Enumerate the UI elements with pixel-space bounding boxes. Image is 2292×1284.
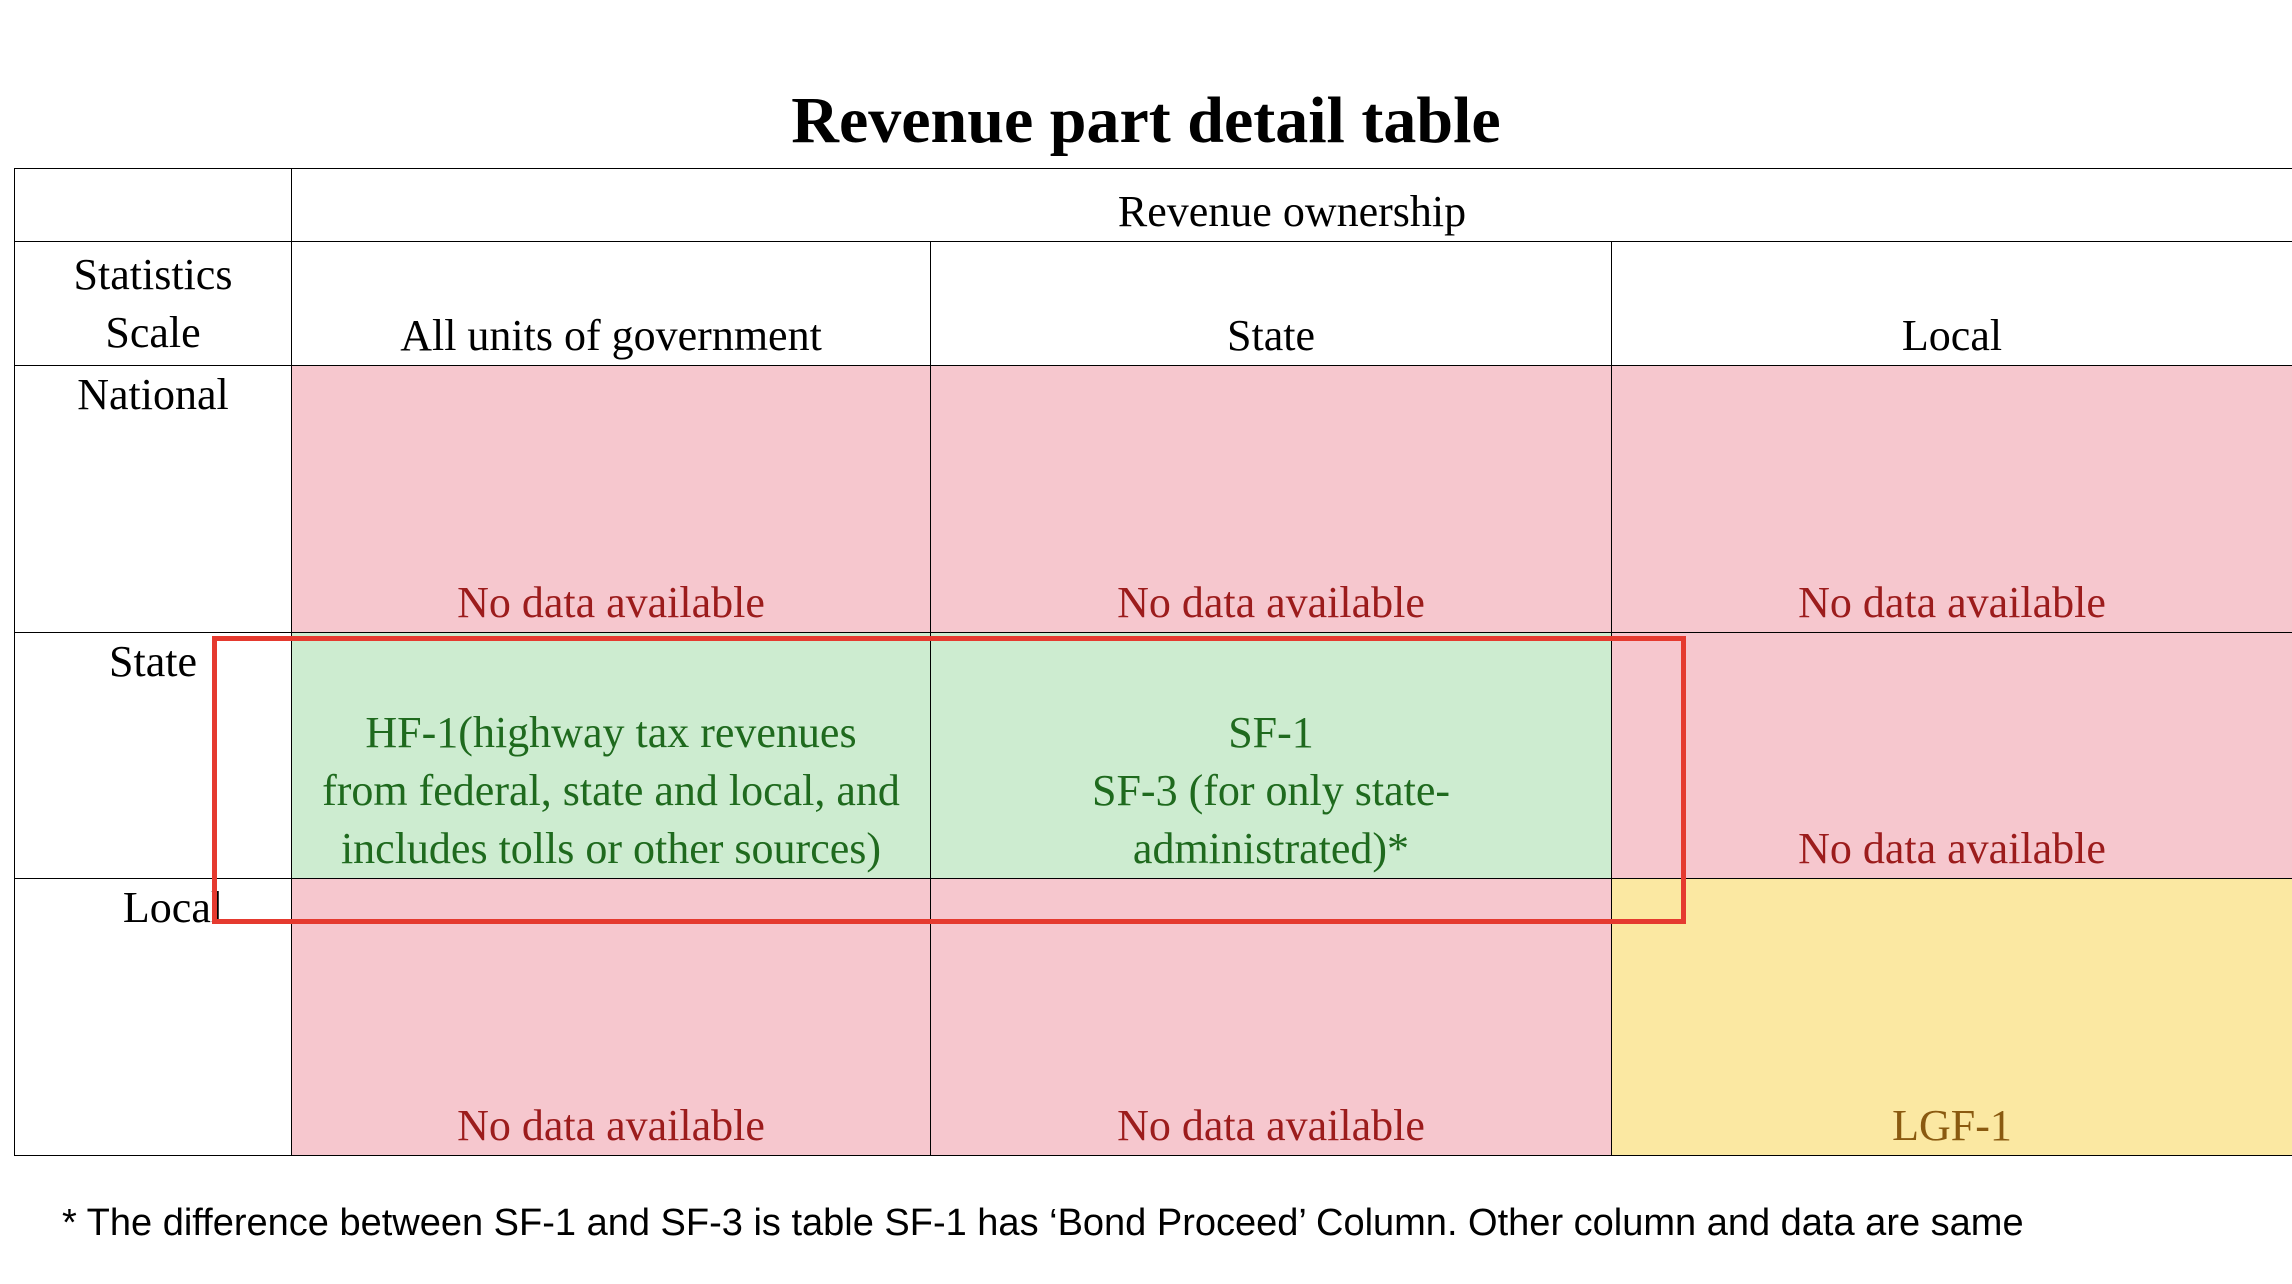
page-title: Revenue part detail table: [791, 84, 1501, 157]
cell-national-state: No data available: [930, 365, 1612, 633]
cell-local-local: LGF-1: [1610, 878, 2292, 1156]
cell-state-state: SF-1 SF-3 (for only state- administrated…: [930, 632, 1612, 879]
row-label-national: National: [14, 365, 292, 633]
revenue-detail-table: Revenue ownership Statistics Scale All u…: [14, 168, 2292, 1156]
footnote: * The difference between SF-1 and SF-3 i…: [62, 1202, 2024, 1244]
table-row-ownership: Revenue ownership: [14, 168, 2292, 242]
cell-state-all-units: HF-1(highway tax revenues from federal, …: [291, 632, 931, 879]
column-header-local: Local: [1610, 241, 2292, 366]
statistics-scale-header: Statistics Scale: [14, 241, 292, 366]
column-header-all-units: All units of government: [291, 241, 931, 366]
row-label-local: Local: [14, 878, 292, 1156]
table-row-column-headers: Statistics Scale All units of government…: [14, 241, 2292, 366]
cell-national-local: No data available: [1610, 365, 2292, 633]
cell-national-all-units: No data available: [291, 365, 931, 633]
table-row-local: Local No data available No data availabl…: [14, 878, 2292, 1156]
cell-local-all-units: No data available: [291, 878, 931, 1156]
cell-local-state: No data available: [930, 878, 1612, 1156]
revenue-ownership-header: Revenue ownership: [290, 168, 2292, 242]
row-label-state: State: [14, 632, 292, 879]
table-row-state: State HF-1(highway tax revenues from fed…: [14, 632, 2292, 879]
table-row-national: National No data available No data avail…: [14, 365, 2292, 633]
corner-cell: [14, 168, 292, 242]
cell-state-local: No data available: [1610, 632, 2292, 879]
column-header-state: State: [930, 241, 1612, 366]
